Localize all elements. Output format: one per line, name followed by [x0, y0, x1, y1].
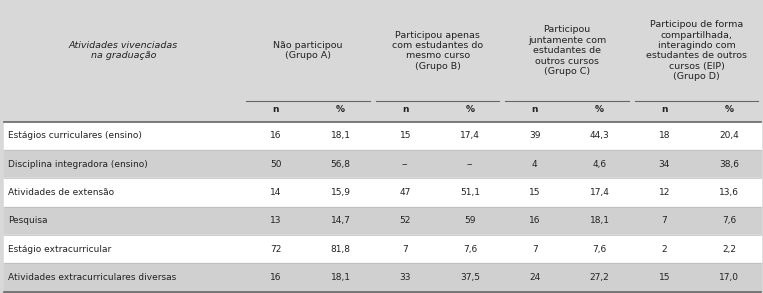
Text: 16: 16 — [529, 216, 540, 225]
Text: Não participou
(Grupo A): Não participou (Grupo A) — [273, 41, 343, 60]
Text: 24: 24 — [530, 273, 540, 282]
Text: n: n — [661, 105, 668, 114]
Text: 44,3: 44,3 — [590, 132, 610, 140]
Text: 59: 59 — [464, 216, 476, 225]
Text: 34: 34 — [658, 160, 670, 169]
Text: 20,4: 20,4 — [720, 132, 739, 140]
Bar — [4, 263, 761, 292]
Text: 17,4: 17,4 — [590, 188, 610, 197]
Text: 2: 2 — [662, 245, 667, 254]
Text: %: % — [336, 105, 345, 114]
Text: --: -- — [402, 160, 408, 169]
Text: 2,2: 2,2 — [722, 245, 736, 254]
Text: 7: 7 — [662, 216, 667, 225]
Text: n: n — [402, 105, 408, 114]
Text: 18,1: 18,1 — [590, 216, 610, 225]
Text: 14,7: 14,7 — [330, 216, 350, 225]
Text: 72: 72 — [270, 245, 282, 254]
Text: 18,1: 18,1 — [330, 273, 350, 282]
Text: 17,0: 17,0 — [719, 273, 739, 282]
Text: Atividades extracurriculares diversas: Atividades extracurriculares diversas — [8, 273, 177, 282]
Text: 17,4: 17,4 — [460, 132, 480, 140]
Text: Atividades vivenciadas
na graduação: Atividades vivenciadas na graduação — [69, 41, 179, 60]
Bar — [4, 235, 761, 263]
Text: Disciplina integradora (ensino): Disciplina integradora (ensino) — [8, 160, 148, 169]
Text: 81,8: 81,8 — [330, 245, 350, 254]
Text: --: -- — [467, 160, 473, 169]
Text: Participou de forma
compartilhada,
interagindo com
estudantes de outros
cursos (: Participou de forma compartilhada, inter… — [646, 20, 747, 81]
Bar — [4, 178, 761, 207]
Text: 56,8: 56,8 — [330, 160, 350, 169]
Bar — [4, 1, 761, 122]
Text: 7,6: 7,6 — [722, 216, 736, 225]
Text: Atividades de extensão: Atividades de extensão — [8, 188, 114, 197]
Text: 7: 7 — [402, 245, 408, 254]
Text: Pesquisa: Pesquisa — [8, 216, 48, 225]
Text: 7: 7 — [532, 245, 538, 254]
Text: 27,2: 27,2 — [590, 273, 610, 282]
Text: Estágios curriculares (ensino): Estágios curriculares (ensino) — [8, 132, 142, 140]
Text: 15: 15 — [400, 132, 411, 140]
Text: 15: 15 — [529, 188, 540, 197]
Text: Estágio extracurricular: Estágio extracurricular — [8, 245, 111, 254]
Text: 16: 16 — [270, 132, 282, 140]
Text: Participou
juntamente com
estudantes de
outros cursos
(Grupo C): Participou juntamente com estudantes de … — [528, 25, 607, 76]
Text: 37,5: 37,5 — [460, 273, 480, 282]
Text: 52: 52 — [400, 216, 411, 225]
Bar — [4, 207, 761, 235]
Text: 7,6: 7,6 — [463, 245, 477, 254]
Text: 18: 18 — [658, 132, 670, 140]
Text: 13,6: 13,6 — [719, 188, 739, 197]
Text: 4,6: 4,6 — [593, 160, 607, 169]
Text: %: % — [595, 105, 604, 114]
Text: 15: 15 — [658, 273, 670, 282]
Text: %: % — [465, 105, 475, 114]
Text: n: n — [272, 105, 279, 114]
Text: 14: 14 — [270, 188, 282, 197]
Text: 4: 4 — [532, 160, 538, 169]
Text: 18,1: 18,1 — [330, 132, 350, 140]
Text: 47: 47 — [400, 188, 411, 197]
Text: 38,6: 38,6 — [719, 160, 739, 169]
Text: 33: 33 — [400, 273, 411, 282]
Text: Participou apenas
com estudantes do
mesmo curso
(Grupo B): Participou apenas com estudantes do mesm… — [392, 31, 483, 71]
Text: 51,1: 51,1 — [460, 188, 480, 197]
Text: 12: 12 — [658, 188, 670, 197]
Text: 16: 16 — [270, 273, 282, 282]
Text: 15,9: 15,9 — [330, 188, 350, 197]
Bar — [4, 150, 761, 178]
Text: n: n — [532, 105, 538, 114]
Text: 50: 50 — [270, 160, 282, 169]
Text: 39: 39 — [529, 132, 540, 140]
Text: 13: 13 — [270, 216, 282, 225]
Bar — [4, 122, 761, 150]
Text: 7,6: 7,6 — [592, 245, 607, 254]
Text: %: % — [725, 105, 733, 114]
